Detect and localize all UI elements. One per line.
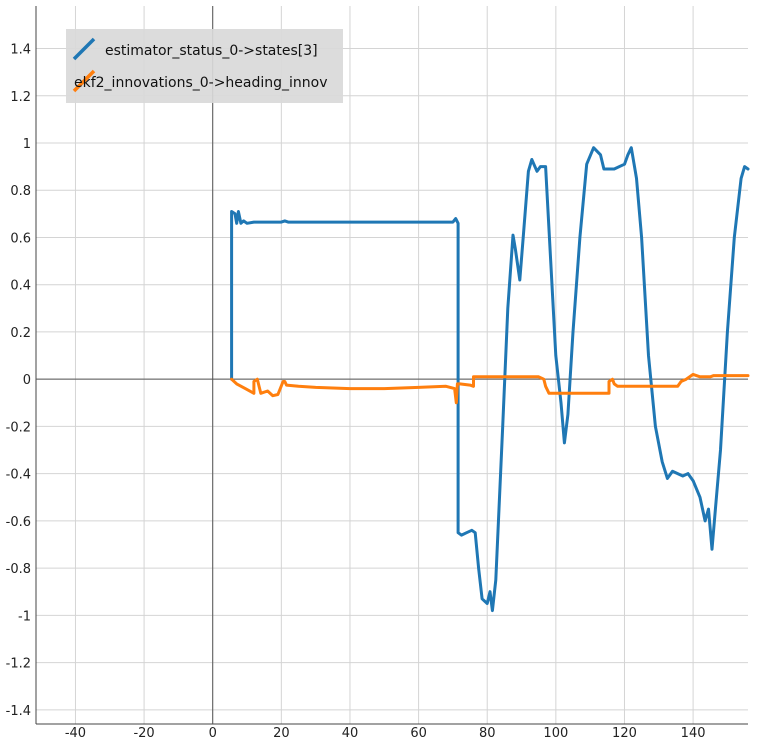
y-tick-label: 0 — [23, 373, 31, 388]
tick-labels: -40 -20 0 20 40 60 80 100 120 140 1.4 1.2 1 0.8 0.6 0.4… — [6, 43, 706, 741]
legend-label-series-1: ekf2_innovations_0->heading_innov — [74, 75, 328, 91]
series-line-0 — [230, 146, 750, 613]
legend-swatch-series-1 — [72, 69, 96, 93]
y-tick-label: -1.2 — [6, 657, 31, 672]
x-tick-label: -20 — [133, 726, 154, 741]
series-lines — [230, 146, 750, 613]
y-tick-label: 1.4 — [10, 43, 31, 58]
y-tick-label: 0.2 — [10, 326, 31, 341]
legend: estimator_status_0->states[3] ekf2_innov… — [66, 29, 343, 103]
legend-box — [66, 29, 343, 103]
y-tick-label: 1 — [23, 137, 31, 152]
grid — [36, 6, 748, 724]
y-tick-label: 0.8 — [10, 184, 31, 199]
y-tick-label: -0.4 — [6, 468, 31, 483]
x-tick-label: 120 — [612, 726, 637, 741]
y-tick-label: -0.6 — [6, 515, 31, 530]
x-tick-label: 100 — [543, 726, 568, 741]
x-tick-label: 60 — [410, 726, 427, 741]
axes — [35, 6, 748, 725]
y-tick-label: -1.4 — [6, 704, 31, 719]
y-tick-label: -0.8 — [6, 562, 31, 577]
legend-label-series-0: estimator_status_0->states[3] — [105, 43, 318, 59]
y-tick-label: -1 — [18, 609, 31, 624]
legend-swatch-series-0 — [72, 37, 96, 61]
y-tick-label: 0.6 — [10, 231, 31, 246]
series-line-1 — [230, 372, 750, 405]
x-tick-label: -40 — [65, 726, 86, 741]
x-tick-label: 0 — [209, 726, 217, 741]
y-tick-label: -0.2 — [6, 420, 31, 435]
y-tick-label: 1.2 — [10, 90, 31, 105]
x-tick-label: 80 — [479, 726, 496, 741]
x-tick-label: 140 — [681, 726, 706, 741]
x-tick-label: 20 — [273, 726, 290, 741]
x-tick-label: 40 — [342, 726, 359, 741]
y-tick-label: 0.4 — [10, 279, 31, 294]
